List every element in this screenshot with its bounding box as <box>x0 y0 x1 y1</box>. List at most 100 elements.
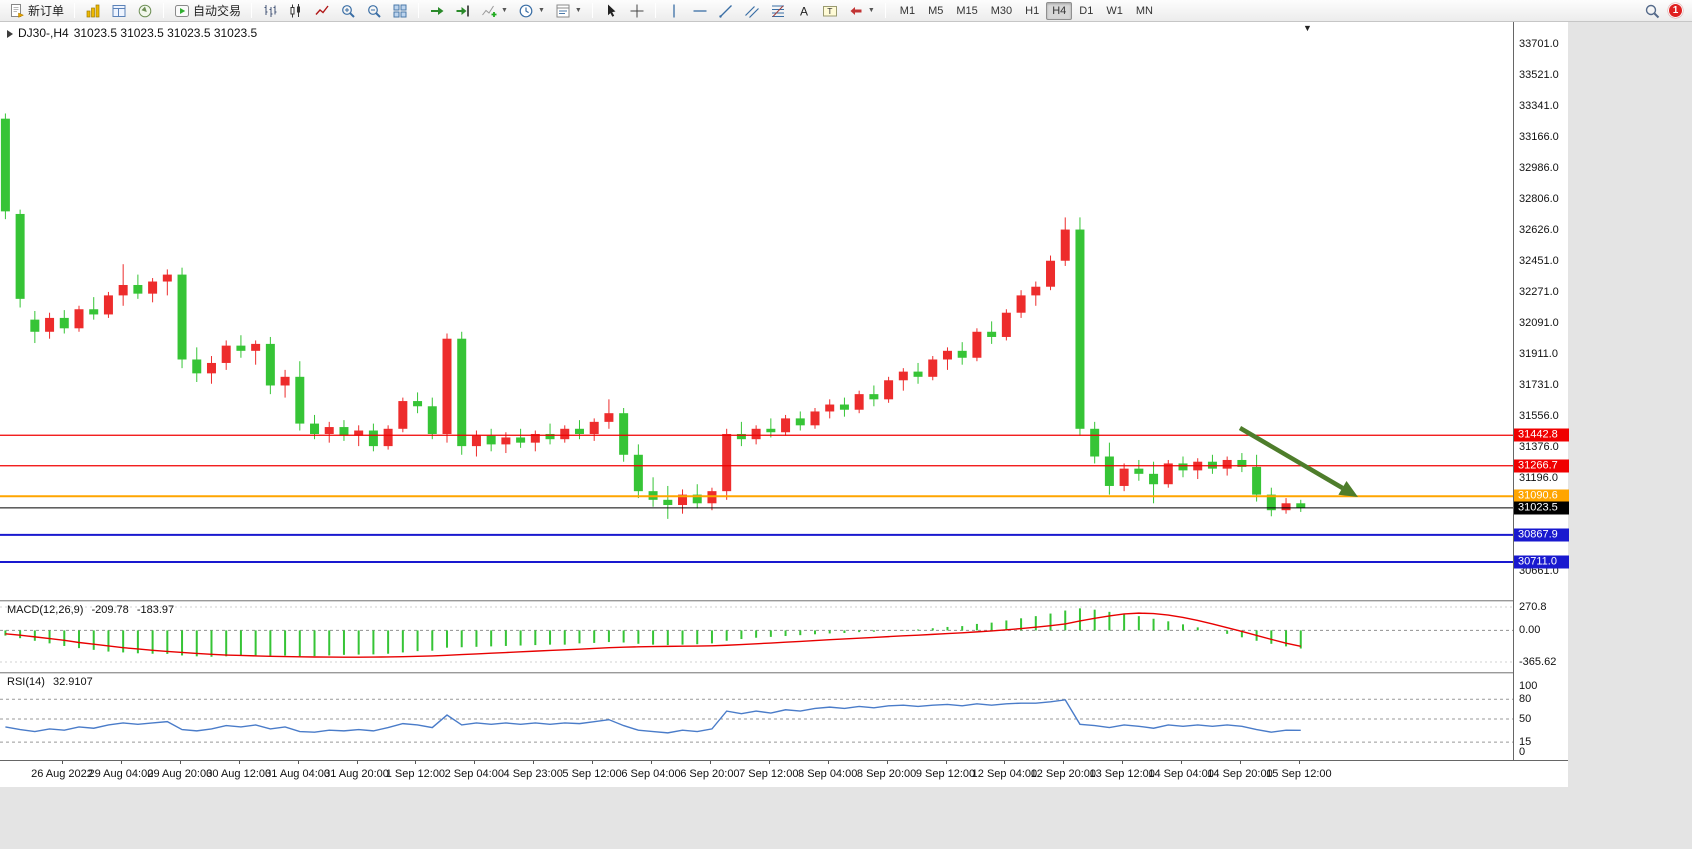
periods-clock-icon <box>518 3 534 19</box>
toolbar-separator <box>163 3 165 18</box>
price-tick-label: 33521.0 <box>1519 69 1559 82</box>
price-lines-layer <box>0 434 1513 564</box>
text-label-icon: T <box>822 3 838 19</box>
price-line-tag: 31442.8 <box>1514 428 1569 442</box>
time-tick <box>1063 761 1065 764</box>
timeframe-button-M30[interactable]: M30 <box>990 4 1013 17</box>
text-icon: A <box>796 3 812 19</box>
timeframe-button-MN[interactable]: MN <box>1135 4 1153 17</box>
autotrading-button[interactable]: 自动交易 <box>170 1 245 21</box>
rsi-scale-label: 80 <box>1519 693 1532 706</box>
crosshair-icon <box>629 3 645 19</box>
price-tick-label: 33166.0 <box>1519 130 1559 143</box>
main-chart[interactable] <box>0 22 1513 600</box>
dropdown-caret-icon: ▼ <box>501 7 508 14</box>
rsi-panel[interactable] <box>0 674 1513 760</box>
price-scale[interactable]: 33701.0 33521.0 33341.0 33166.0 32986.0 32806… <box>1513 22 1569 760</box>
crosshair-tool-button[interactable] <box>625 1 649 21</box>
market-watch-button[interactable] <box>81 1 105 21</box>
chart-ohlc-values: 31023.5 31023.5 31023.5 31023.5 <box>73 26 258 40</box>
zoom-in-button[interactable] <box>336 1 360 21</box>
templates-button[interactable]: ▼ <box>551 1 586 21</box>
price-tick-label: 31376.0 <box>1519 440 1559 453</box>
timeframe-button-D1[interactable]: D1 <box>1079 4 1094 17</box>
time-label: 7 Sep 12:00 <box>739 768 799 780</box>
auto-scroll-button[interactable] <box>425 1 449 21</box>
one-click-trading-toggle[interactable] <box>7 29 13 38</box>
price-tick-label: 31731.0 <box>1519 379 1559 392</box>
candlestick-chart-button[interactable] <box>284 1 308 21</box>
fibonacci-tool-button[interactable] <box>766 1 790 21</box>
price-tick-label: 33341.0 <box>1519 100 1559 113</box>
indicators-button[interactable]: ▼ <box>477 1 512 21</box>
time-label: 31 Aug 04:00 <box>265 768 331 780</box>
chart-shift-icon <box>455 3 471 19</box>
new-order-button[interactable]: 新订单 <box>5 1 68 21</box>
cursor-icon <box>603 3 619 19</box>
time-label: 14 Sep 04:00 <box>1148 768 1214 780</box>
timeframe-button-M1[interactable]: M1 <box>899 4 916 17</box>
timeframe-button-H1[interactable]: H1 <box>1025 4 1040 17</box>
time-axis[interactable]: 26 Aug 2022 29 Aug 04:00 29 Aug 20:00 30 Au… <box>0 760 1568 787</box>
panel-separator[interactable] <box>0 600 1568 602</box>
arrows-shape-icon <box>848 3 864 19</box>
notification-badge[interactable]: 1 <box>1668 3 1683 18</box>
timeframe-button-H4[interactable]: H4 <box>1046 1 1073 20</box>
navigator-icon <box>137 3 153 19</box>
bar-chart-button[interactable] <box>258 1 282 21</box>
time-tick <box>62 761 63 764</box>
macd-panel[interactable] <box>0 602 1513 672</box>
toolbar-separator <box>591 3 593 18</box>
price-line-tag: 30711.0 <box>1514 555 1569 569</box>
templates-icon <box>555 3 571 19</box>
time-tick <box>827 761 829 764</box>
navigator-button[interactable] <box>133 1 157 21</box>
text-tool-button[interactable]: A <box>792 1 816 21</box>
tile-windows-button[interactable] <box>388 1 412 21</box>
timeframe-button-M15[interactable]: M15 <box>956 4 978 17</box>
macd-scale-label: 0.00 <box>1519 624 1541 637</box>
time-tick <box>1122 761 1124 764</box>
rsi-value: 32.9107 <box>52 676 93 688</box>
time-label: 29 Aug 04:00 <box>88 768 154 780</box>
arrows-tool-button[interactable]: ▼ <box>844 1 879 21</box>
vertical-line-tool-button[interactable] <box>662 1 686 21</box>
time-label: 4 Sep 23:00 <box>503 768 563 780</box>
data-window-button[interactable] <box>107 1 131 21</box>
trend-arrow <box>1238 426 1358 497</box>
dropdown-caret-icon: ▼ <box>574 7 582 14</box>
price-tick-label: 32091.0 <box>1519 316 1559 329</box>
timeframe-button-M5[interactable]: M5 <box>928 4 944 17</box>
time-tick <box>179 761 181 764</box>
text-label-tool-button[interactable]: T <box>818 1 842 21</box>
panel-separator[interactable] <box>0 672 1568 674</box>
time-tick <box>651 761 652 764</box>
price-tick-label: 32806.0 <box>1519 193 1559 206</box>
periods-button[interactable]: ▼ <box>514 1 549 21</box>
timeframe-button-W1[interactable]: W1 <box>1106 4 1123 17</box>
time-label: 5 Sep 12:00 <box>562 768 622 780</box>
svg-text:T: T <box>827 6 832 16</box>
time-tick <box>592 761 594 764</box>
macd-scale-label: 270.8 <box>1519 601 1547 613</box>
chart-shift-button[interactable] <box>451 1 475 21</box>
trendline-tool-button[interactable] <box>714 1 738 21</box>
macd-scale-label: -365.62 <box>1519 655 1557 668</box>
price-line-tag: 30867.9 <box>1514 528 1569 542</box>
macd-signal-line <box>5 612 1301 658</box>
line-chart-button[interactable] <box>310 1 334 21</box>
macd-name: MACD(12,26,9) <box>7 604 84 616</box>
channel-tool-button[interactable] <box>740 1 764 21</box>
time-tick <box>1004 761 1006 764</box>
toolbar-separator <box>654 3 656 18</box>
candles-layer <box>0 113 1306 519</box>
time-label: 6 Sep 20:00 <box>680 768 740 780</box>
search-icon[interactable] <box>1644 3 1660 19</box>
zoom-out-button[interactable] <box>362 1 386 21</box>
cursor-tool-button[interactable] <box>599 1 623 21</box>
line-chart-icon <box>314 3 330 19</box>
dropdown-caret-icon: ▼ <box>537 7 545 14</box>
time-label: 1 Sep 12:00 <box>385 768 446 780</box>
horizontal-line-tool-button[interactable] <box>688 1 712 21</box>
chart-shift-marker[interactable]: ▼ <box>1303 23 1312 33</box>
